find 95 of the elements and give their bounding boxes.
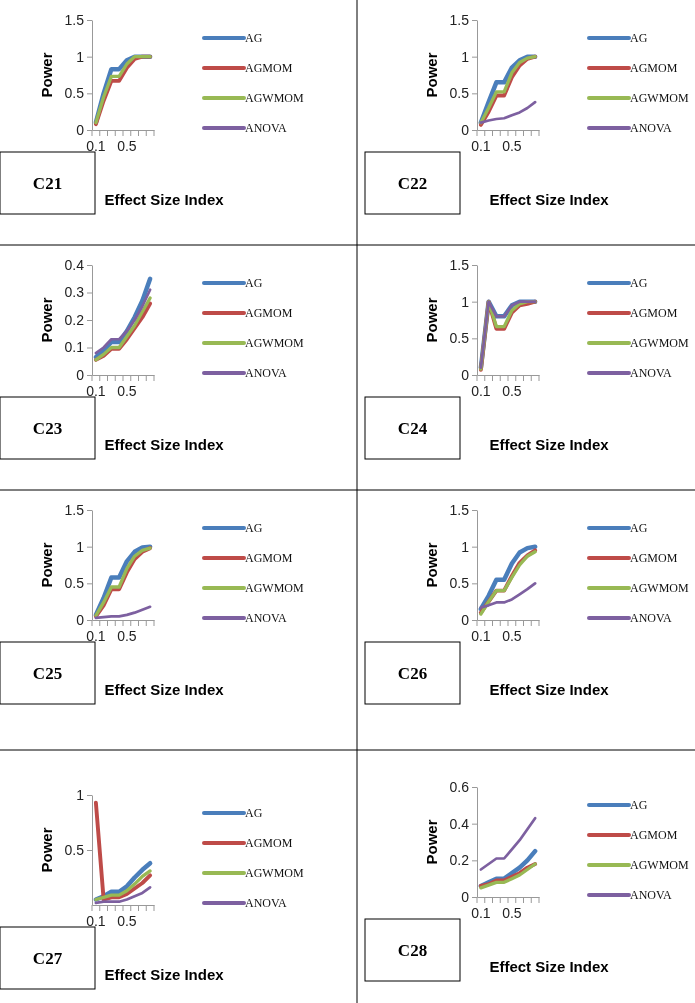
- y-tick-label: 0.5: [449, 85, 470, 102]
- legend-label: AGWMOM: [245, 336, 304, 350]
- legend-label: ANOVA: [630, 121, 673, 135]
- y-tick-label: 0.3: [64, 284, 85, 301]
- legend-label: ANOVA: [630, 611, 673, 625]
- x-axis-title: Effect Size Index: [489, 191, 610, 208]
- x-tick-label: 0.5: [502, 905, 522, 922]
- y-tick-label: 0: [76, 121, 85, 138]
- y-tick-label: 0.2: [64, 311, 85, 328]
- x-tick-label: 0.5: [502, 138, 522, 155]
- text: C27: [32, 949, 63, 968]
- legend-label: AG: [630, 521, 648, 535]
- y-tick-label: 1: [461, 538, 470, 555]
- x-tick-label: 0.5: [502, 383, 522, 400]
- y-tick-label: 0.5: [64, 841, 85, 858]
- legend-label: AGMOM: [630, 551, 678, 565]
- y-tick-label: 1: [76, 786, 85, 803]
- x-axis-title: Effect Size Index: [104, 436, 225, 453]
- x-axis-title: Effect Size Index: [104, 191, 225, 208]
- y-tick-label: 1.5: [449, 11, 470, 28]
- y-tick-label: 0: [76, 611, 85, 628]
- legend-label: AG: [245, 31, 263, 45]
- y-tick-label: 0: [461, 888, 470, 905]
- text: C22: [397, 174, 428, 193]
- legend-label: AGWMOM: [630, 91, 689, 105]
- legend-label: AGMOM: [630, 828, 678, 842]
- legend-label: AGMOM: [630, 61, 678, 75]
- y-tick-label: 0: [461, 366, 470, 383]
- x-axis-title: Effect Size Index: [489, 958, 610, 975]
- y-tick-label: 1: [461, 48, 470, 65]
- y-axis-title: Power: [38, 827, 55, 873]
- y-axis-title: Power: [423, 819, 440, 865]
- y-tick-label: 0.5: [449, 330, 470, 347]
- text: C28: [397, 941, 428, 960]
- legend-label: AG: [630, 276, 648, 290]
- x-tick-label: 0.5: [502, 628, 522, 645]
- x-tick-label: 0.5: [117, 628, 137, 645]
- legend-label: AGMOM: [245, 836, 293, 850]
- text: C21: [32, 174, 63, 193]
- y-axis-title: Power: [38, 297, 55, 343]
- text: C25: [32, 664, 63, 683]
- y-tick-label: 1.5: [449, 256, 470, 273]
- legend-label: AGMOM: [630, 306, 678, 320]
- y-tick-label: 1: [76, 538, 85, 555]
- legend-label: AG: [630, 31, 648, 45]
- y-tick-label: 0.6: [449, 778, 470, 795]
- y-tick-label: 1.5: [64, 501, 85, 518]
- y-tick-label: 0.5: [64, 575, 85, 592]
- legend-label: ANOVA: [245, 611, 288, 625]
- y-tick-label: 0.4: [449, 815, 470, 832]
- y-tick-label: 0.1: [64, 339, 85, 356]
- legend-label: ANOVA: [630, 366, 673, 380]
- x-tick-label: 0.5: [117, 383, 137, 400]
- y-tick-label: 0: [461, 121, 470, 138]
- x-tick-label: 0.5: [117, 138, 137, 155]
- legend-label: ANOVA: [245, 896, 288, 910]
- legend-label: ANOVA: [245, 366, 288, 380]
- legend-label: AG: [245, 521, 263, 535]
- y-tick-label: 1: [76, 48, 85, 65]
- x-axis-title: Effect Size Index: [489, 436, 610, 453]
- legend-label: AG: [630, 798, 648, 812]
- x-tick-label: 0.5: [117, 913, 137, 930]
- x-axis-title: Effect Size Index: [489, 681, 610, 698]
- y-axis-title: Power: [38, 52, 55, 98]
- legend-label: AGMOM: [245, 551, 293, 565]
- y-axis-title: Power: [423, 297, 440, 343]
- legend-label: AGMOM: [245, 61, 293, 75]
- y-tick-label: 1: [461, 293, 470, 310]
- text: C26: [397, 664, 428, 683]
- y-tick-label: 1.5: [64, 11, 85, 28]
- x-axis-title: Effect Size Index: [104, 681, 225, 698]
- y-tick-label: 0.4: [64, 256, 85, 273]
- x-axis-title: Effect Size Index: [104, 966, 225, 983]
- y-axis-title: Power: [423, 52, 440, 98]
- y-tick-label: 0.5: [449, 575, 470, 592]
- y-tick-label: 0: [76, 366, 85, 383]
- y-axis-title: Power: [38, 542, 55, 588]
- legend-label: AGWMOM: [245, 581, 304, 595]
- y-tick-label: 0: [461, 611, 470, 628]
- legend-label: ANOVA: [245, 121, 288, 135]
- y-tick-label: 0.2: [449, 852, 470, 869]
- y-tick-label: 1.5: [449, 501, 470, 518]
- legend-label: AG: [245, 276, 263, 290]
- legend-label: AGWMOM: [245, 91, 304, 105]
- legend-label: AG: [245, 806, 263, 820]
- y-axis-title: Power: [423, 542, 440, 588]
- legend-label: AGWMOM: [630, 581, 689, 595]
- legend-label: AGMOM: [245, 306, 293, 320]
- legend-label: AGWMOM: [630, 336, 689, 350]
- legend-label: ANOVA: [630, 888, 673, 902]
- y-tick-label: 0.5: [64, 85, 85, 102]
- text: C23: [32, 419, 63, 438]
- legend-label: AGWMOM: [245, 866, 304, 880]
- legend-label: AGWMOM: [630, 858, 689, 872]
- text: C24: [397, 419, 428, 438]
